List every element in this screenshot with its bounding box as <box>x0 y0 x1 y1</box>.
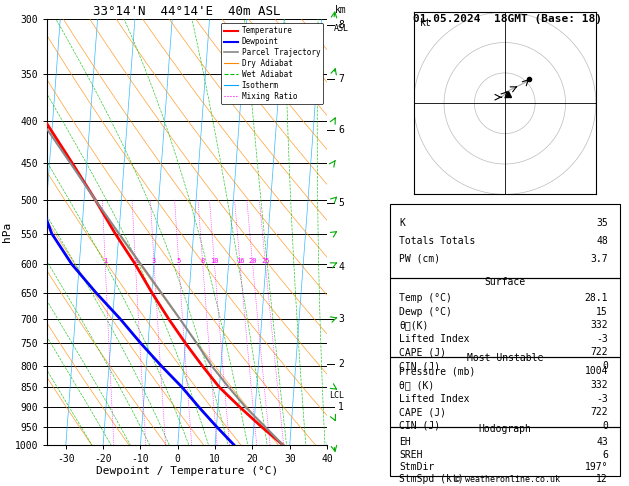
Text: 2: 2 <box>133 258 138 264</box>
Text: 2: 2 <box>338 359 344 369</box>
Text: 6: 6 <box>602 450 608 459</box>
Text: 6: 6 <box>338 125 344 135</box>
Text: θᴇ(K): θᴇ(K) <box>399 320 428 330</box>
Title: 33°14'N  44°14'E  40m ASL: 33°14'N 44°14'E 40m ASL <box>93 5 281 18</box>
Text: 722: 722 <box>591 407 608 417</box>
Text: 10: 10 <box>210 258 219 264</box>
Text: Temp (°C): Temp (°C) <box>399 293 452 303</box>
Text: 3: 3 <box>152 258 156 264</box>
Text: km: km <box>335 5 347 15</box>
Text: CIN (J): CIN (J) <box>399 361 440 371</box>
Text: 43: 43 <box>596 437 608 447</box>
Text: CAPE (J): CAPE (J) <box>399 407 446 417</box>
Text: -3: -3 <box>596 394 608 404</box>
Text: 722: 722 <box>591 347 608 357</box>
Text: Pressure (mb): Pressure (mb) <box>399 366 476 377</box>
Text: CAPE (J): CAPE (J) <box>399 347 446 357</box>
Text: ASL: ASL <box>334 24 348 33</box>
Text: -3: -3 <box>596 334 608 344</box>
Bar <box>390 427 620 476</box>
Text: 3.7: 3.7 <box>591 254 608 263</box>
Text: 15: 15 <box>596 307 608 316</box>
Bar <box>390 278 620 357</box>
Text: 332: 332 <box>591 320 608 330</box>
Text: K: K <box>399 218 405 228</box>
Text: Hodograph: Hodograph <box>478 424 532 434</box>
Text: Totals Totals: Totals Totals <box>399 236 476 246</box>
Text: 8: 8 <box>338 20 344 30</box>
Text: 7: 7 <box>338 74 344 84</box>
Text: kt: kt <box>420 18 431 28</box>
Text: Lifted Index: Lifted Index <box>399 334 470 344</box>
Text: 35: 35 <box>596 218 608 228</box>
Text: 197°: 197° <box>584 462 608 472</box>
Text: 1: 1 <box>103 258 108 264</box>
Text: Surface: Surface <box>484 277 525 287</box>
Text: 0: 0 <box>602 421 608 431</box>
Text: © weatheronline.co.uk: © weatheronline.co.uk <box>455 474 560 484</box>
Text: 0: 0 <box>602 361 608 371</box>
Text: 1: 1 <box>338 402 344 413</box>
Text: LCL: LCL <box>329 391 344 400</box>
Text: 8: 8 <box>201 258 205 264</box>
Text: 20: 20 <box>248 258 257 264</box>
Text: 1004: 1004 <box>584 366 608 377</box>
Y-axis label: hPa: hPa <box>2 222 12 242</box>
Text: θᴇ (K): θᴇ (K) <box>399 380 435 390</box>
Text: 01.05.2024  18GMT (Base: 18): 01.05.2024 18GMT (Base: 18) <box>413 14 602 24</box>
Text: 16: 16 <box>236 258 244 264</box>
Text: 28.1: 28.1 <box>584 293 608 303</box>
Text: 3: 3 <box>338 313 344 324</box>
Text: StmDir: StmDir <box>399 462 435 472</box>
Text: StmSpd (kt): StmSpd (kt) <box>399 474 464 484</box>
Text: 25: 25 <box>261 258 270 264</box>
X-axis label: Dewpoint / Temperature (°C): Dewpoint / Temperature (°C) <box>96 467 278 476</box>
Legend: Temperature, Dewpoint, Parcel Trajectory, Dry Adiabat, Wet Adiabat, Isotherm, Mi: Temperature, Dewpoint, Parcel Trajectory… <box>221 23 323 104</box>
Text: PW (cm): PW (cm) <box>399 254 440 263</box>
Text: EH: EH <box>399 437 411 447</box>
Text: Dewp (°C): Dewp (°C) <box>399 307 452 316</box>
Text: 4: 4 <box>338 262 344 272</box>
Text: 332: 332 <box>591 380 608 390</box>
Text: 48: 48 <box>596 236 608 246</box>
Text: Most Unstable: Most Unstable <box>467 353 543 363</box>
Text: 5: 5 <box>177 258 181 264</box>
Text: 12: 12 <box>596 474 608 484</box>
Text: SREH: SREH <box>399 450 423 459</box>
Bar <box>390 357 620 427</box>
Text: Lifted Index: Lifted Index <box>399 394 470 404</box>
Text: CIN (J): CIN (J) <box>399 421 440 431</box>
Text: 5: 5 <box>338 198 344 208</box>
Bar <box>390 204 620 278</box>
